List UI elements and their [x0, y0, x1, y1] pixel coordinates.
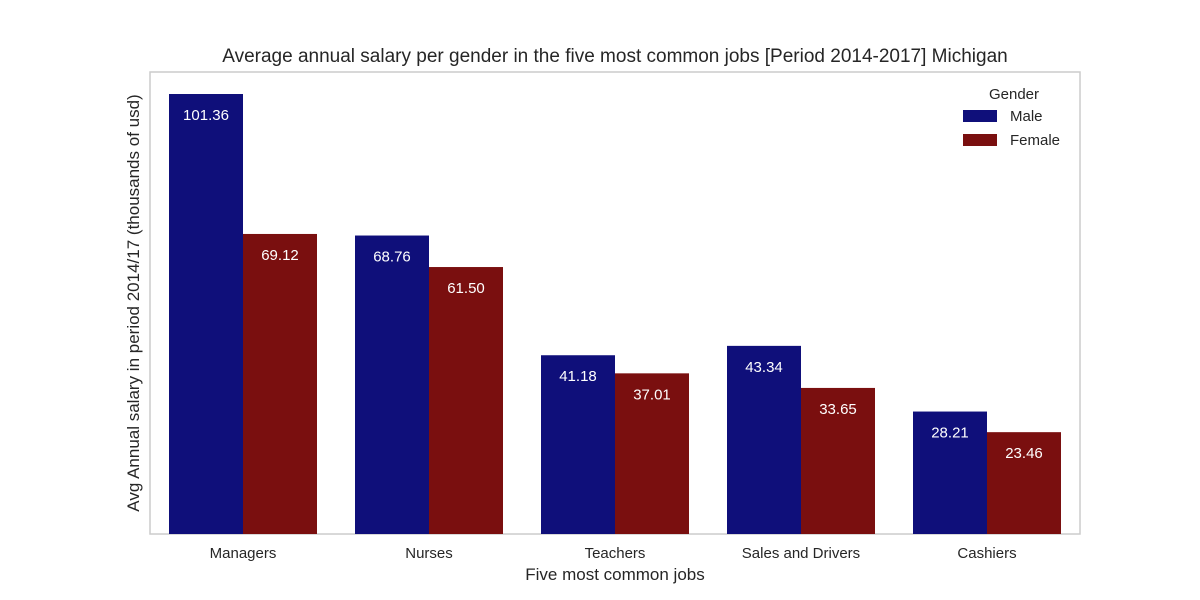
bar-value-label: 68.76	[373, 249, 411, 266]
chart-title: Average annual salary per gender in the …	[222, 46, 1007, 67]
x-tick-label: Teachers	[585, 545, 646, 562]
bar-value-label: 37.01	[633, 386, 671, 403]
legend-swatch-female	[963, 134, 997, 146]
bar-labels-group: 101.36 69.12 68.76 61.50 41.18 37.01 43.34 33.6…	[183, 107, 1043, 462]
legend-label-female: Female	[1010, 132, 1060, 149]
bar-female-nurses	[429, 267, 503, 534]
legend: Gender Male Female	[963, 86, 1060, 149]
y-axis-label: Avg Annual salary in period 2014/17 (tho…	[124, 94, 143, 511]
x-tick-labels-group: Managers Nurses Teachers Sales and Drivers C…	[210, 545, 1017, 562]
x-tick-label: Sales and Drivers	[742, 545, 860, 562]
bar-value-label: 23.46	[1005, 445, 1043, 462]
x-tick-label: Managers	[210, 545, 277, 562]
bar-female-managers	[243, 233, 317, 534]
bar-value-label: 43.34	[745, 359, 783, 376]
x-axis-label: Five most common jobs	[525, 565, 705, 584]
bar-female-teachers	[615, 373, 689, 534]
bar-value-label: 101.36	[183, 107, 229, 124]
bar-male-cashiers	[913, 411, 987, 534]
bar-male-managers	[169, 94, 243, 534]
bar-male-sales-and-drivers	[727, 345, 801, 534]
legend-swatch-male	[963, 110, 997, 122]
bar-value-label: 61.50	[447, 280, 485, 297]
bar-male-nurses	[355, 235, 429, 534]
legend-title: Gender	[989, 86, 1039, 103]
bar-value-label: 41.18	[559, 368, 597, 385]
bar-value-label: 69.12	[261, 247, 299, 264]
bars-group	[169, 94, 1061, 534]
bar-female-cashiers	[987, 432, 1061, 534]
x-tick-label: Cashiers	[957, 545, 1016, 562]
legend-label-male: Male	[1010, 108, 1043, 125]
bar-value-label: 28.21	[931, 425, 969, 442]
bar-male-teachers	[541, 355, 615, 534]
bar-female-sales-and-drivers	[801, 387, 875, 534]
bar-value-label: 33.65	[819, 401, 857, 418]
x-tick-label: Nurses	[405, 545, 453, 562]
